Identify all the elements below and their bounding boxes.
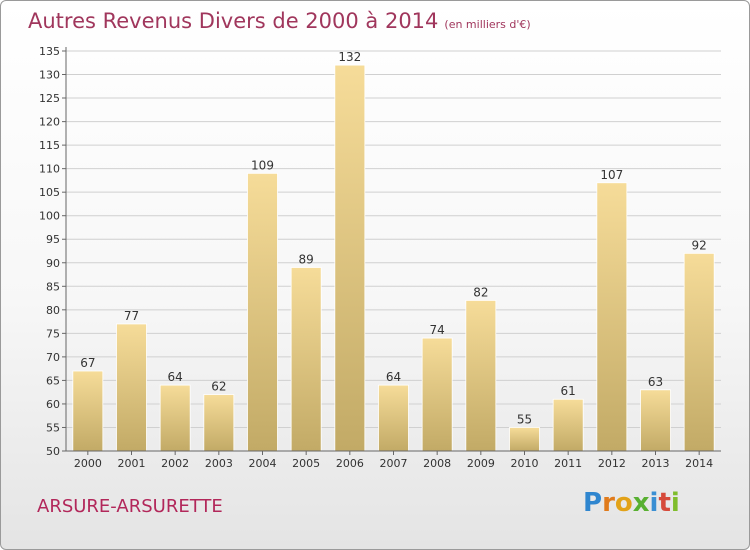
- data-label: 109: [251, 158, 274, 172]
- bar: [465, 300, 497, 452]
- data-label: 67: [80, 356, 95, 370]
- x-tick-label: 2014: [685, 457, 713, 470]
- bar: [378, 384, 409, 452]
- data-label: 64: [386, 370, 401, 384]
- x-tick-label: 2002: [161, 457, 189, 470]
- bar: [334, 64, 366, 452]
- x-tick-label: 2003: [205, 457, 233, 470]
- y-tick-label: 60: [46, 398, 60, 411]
- logo-letter: t: [658, 488, 671, 518]
- axes: [62, 47, 721, 455]
- bar: [159, 384, 191, 452]
- y-tick-label: 130: [39, 69, 60, 82]
- bar: [596, 182, 628, 452]
- chart-unit: (en milliers d'€): [444, 18, 531, 31]
- y-tick-label: 105: [39, 186, 60, 199]
- y-tick-label: 135: [39, 45, 60, 58]
- bar: [72, 370, 104, 452]
- bar: [640, 389, 671, 452]
- x-tick-label: 2012: [598, 457, 626, 470]
- bars: [72, 64, 715, 452]
- logo-letter: x: [632, 488, 650, 518]
- data-label: 64: [168, 370, 183, 384]
- y-tick-label: 70: [46, 351, 60, 364]
- x-tick-label: 2008: [423, 457, 451, 470]
- x-tick-label: 2013: [642, 457, 670, 470]
- logo-letter: r: [602, 488, 615, 518]
- y-tick-label: 80: [46, 304, 60, 317]
- bar: [683, 252, 715, 452]
- logo-letter: i: [649, 488, 659, 518]
- y-tick-label: 125: [39, 92, 60, 105]
- bar: [421, 337, 453, 452]
- bar: [247, 172, 278, 452]
- y-tick-label: 90: [46, 257, 60, 270]
- data-label: 55: [517, 412, 532, 426]
- x-tick-label: 2005: [292, 457, 320, 470]
- y-tick-label: 85: [46, 280, 60, 293]
- proxiti-logo: Proxiti: [583, 488, 680, 518]
- logo-letter: o: [614, 488, 633, 518]
- data-label: 77: [124, 309, 139, 323]
- x-tick-label: 2001: [118, 457, 146, 470]
- x-tick-label: 2010: [511, 457, 539, 470]
- x-tick-label: 2004: [249, 457, 277, 470]
- y-tick-label: 95: [46, 233, 60, 246]
- x-tick-label: 2007: [380, 457, 408, 470]
- y-tick-label: 115: [39, 139, 60, 152]
- y-tick-label: 50: [46, 445, 60, 458]
- y-tick-label: 100: [39, 210, 60, 223]
- data-label: 89: [299, 252, 314, 266]
- labels: 50 55 60 65 70 75 80 85 90 95 100 105 110 115 120 125 13…: [39, 45, 713, 470]
- y-tick-label: 120: [39, 116, 60, 129]
- data-label: 132: [338, 50, 361, 64]
- data-label: 62: [211, 380, 226, 394]
- chart-title: Autres Revenus Divers de 2000 à 2014 (en …: [28, 9, 531, 33]
- bar: [116, 323, 147, 452]
- data-label: 63: [648, 375, 663, 389]
- y-tick-label: 55: [46, 421, 60, 434]
- data-label: 61: [561, 384, 576, 398]
- bar: [290, 267, 322, 452]
- data-label: 107: [600, 168, 623, 182]
- logo-letter: P: [583, 488, 603, 518]
- x-tick-label: 2009: [467, 457, 495, 470]
- x-tick-label: 2000: [74, 457, 102, 470]
- bar: [509, 427, 540, 452]
- y-tick-label: 110: [39, 163, 60, 176]
- bar: [552, 398, 584, 452]
- bar: [203, 394, 235, 452]
- chart-title-text: Autres Revenus Divers de 2000 à 2014: [28, 9, 439, 33]
- y-tick-label: 65: [46, 374, 60, 387]
- place-name: ARSURE-ARSURETTE: [37, 496, 223, 517]
- x-tick-label: 2006: [336, 457, 364, 470]
- data-label: 92: [692, 238, 707, 252]
- y-tick-label: 75: [46, 327, 60, 340]
- data-label: 82: [473, 285, 488, 299]
- data-label: 74: [430, 323, 445, 337]
- x-tick-label: 2011: [554, 457, 582, 470]
- logo-letter: i: [670, 488, 680, 518]
